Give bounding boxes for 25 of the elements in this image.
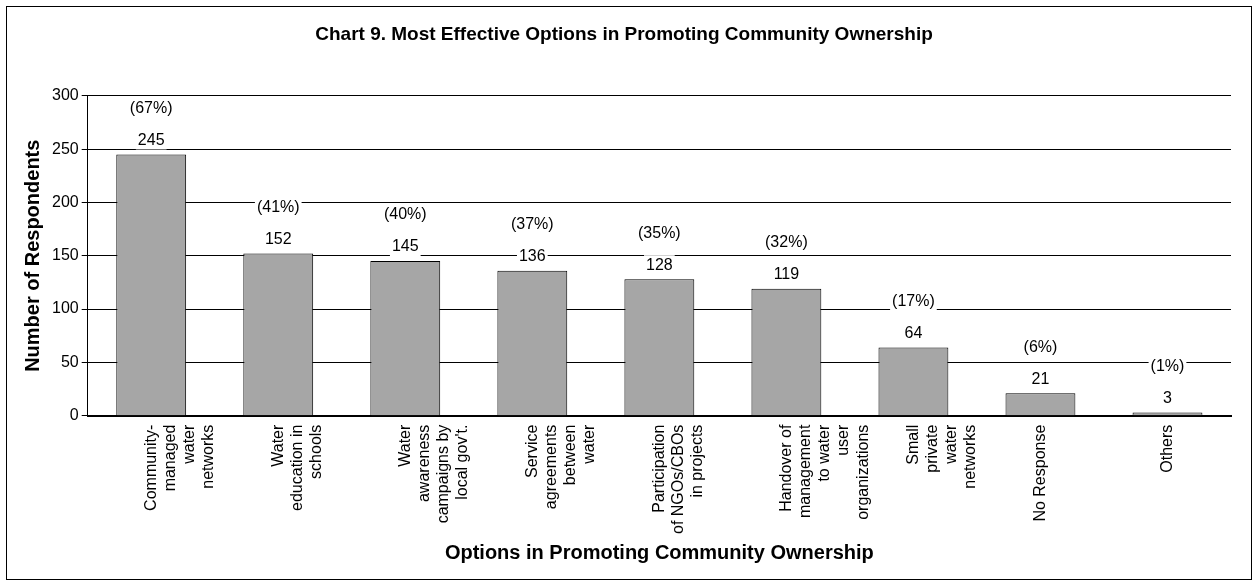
- x-tick-label: Water awareness campaigns by local gov't.: [395, 423, 471, 524]
- data-label: (40%) 145: [383, 205, 427, 255]
- x-tick-label: Service agreements between water: [522, 423, 598, 510]
- data-label: (1%) 3: [1150, 356, 1185, 406]
- data-label: (35%) 128: [638, 223, 681, 273]
- data-label: (32%) 119: [765, 233, 808, 283]
- x-axis-title: Options in Promoting Community Ownership: [444, 540, 874, 563]
- x-tick-label: Community-managed water networks: [141, 423, 217, 511]
- data-label: (67%) 245: [129, 98, 173, 148]
- data-label: (17%) 64: [892, 291, 935, 341]
- y-tick-label: 200: [51, 192, 79, 210]
- y-tick-label: 300: [51, 86, 79, 104]
- y-tick-label: 50: [60, 352, 79, 370]
- y-tick-label: 100: [51, 299, 79, 317]
- data-label: (41%) 152: [256, 198, 300, 247]
- y-axis-title: Number of Respondents: [20, 139, 43, 372]
- y-tick-label: 0: [69, 406, 79, 424]
- x-tick-label: Water education in schools: [268, 423, 325, 511]
- data-label: (6%) 21: [1023, 337, 1058, 387]
- y-tick-label: 150: [51, 246, 79, 264]
- data-label: (37%) 136: [510, 215, 554, 265]
- x-tick-label: Others: [1157, 424, 1175, 473]
- x-tick-label: No Response: [1030, 424, 1048, 522]
- y-tick-label: 250: [51, 139, 79, 157]
- chart-title: Chart 9. Most Effective Options in Promoting Community Ownership: [315, 22, 933, 44]
